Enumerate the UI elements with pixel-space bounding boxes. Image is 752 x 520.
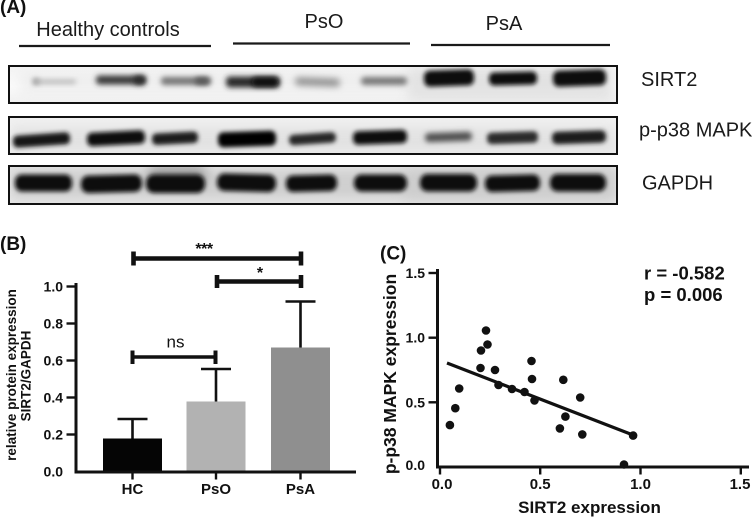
svg-text:0.6: 0.6 xyxy=(44,353,64,369)
svg-text:PsO: PsO xyxy=(305,11,344,33)
svg-text:0.5: 0.5 xyxy=(406,394,426,410)
svg-text:PsA: PsA xyxy=(286,481,315,498)
svg-text:p = 0.006: p = 0.006 xyxy=(644,284,723,305)
svg-text:ns: ns xyxy=(167,333,185,352)
svg-text:SIRT2: SIRT2 xyxy=(641,69,697,91)
svg-text:r = -0.582: r = -0.582 xyxy=(644,263,725,284)
svg-text:0.4: 0.4 xyxy=(44,390,64,406)
svg-text:SIRT2 expression: SIRT2 expression xyxy=(518,498,661,517)
svg-text:0.8: 0.8 xyxy=(44,316,64,332)
svg-text:1.0: 1.0 xyxy=(630,476,651,493)
svg-text:(C): (C) xyxy=(380,244,406,265)
svg-text:1.0: 1.0 xyxy=(406,330,426,346)
svg-text:0.2: 0.2 xyxy=(44,427,64,443)
svg-text:0.0: 0.0 xyxy=(406,457,426,473)
svg-text:(A): (A) xyxy=(0,0,26,18)
svg-text:HC: HC xyxy=(122,481,144,498)
svg-text:Healthy controls: Healthy controls xyxy=(36,19,179,41)
svg-text:SIRT2/GAPDH: SIRT2/GAPDH xyxy=(19,331,34,422)
svg-text:p-p38 MAPK: p-p38 MAPK xyxy=(639,120,752,142)
svg-text:***: *** xyxy=(195,241,213,258)
svg-text:*: * xyxy=(257,265,264,282)
svg-text:0.0: 0.0 xyxy=(44,464,64,480)
svg-text:1.5: 1.5 xyxy=(730,476,751,493)
svg-text:(B): (B) xyxy=(0,234,26,255)
svg-text:1.0: 1.0 xyxy=(44,279,64,295)
svg-text:PsO: PsO xyxy=(201,481,231,498)
svg-text:0.5: 0.5 xyxy=(530,476,551,493)
svg-text:p-p38 MAPK expression: p-p38 MAPK expression xyxy=(380,274,400,474)
svg-text:0.0: 0.0 xyxy=(432,476,453,493)
svg-text:relative protein expression: relative protein expression xyxy=(4,289,19,461)
svg-text:GAPDH: GAPDH xyxy=(642,173,713,195)
svg-text:1.5: 1.5 xyxy=(406,265,426,281)
svg-text:PsA: PsA xyxy=(486,13,523,35)
